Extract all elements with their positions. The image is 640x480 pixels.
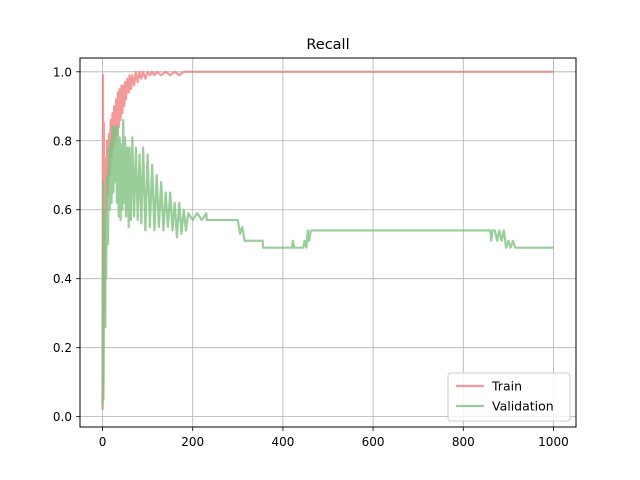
legend: Train Validation: [447, 372, 571, 422]
x-tick-label: 800: [452, 435, 475, 449]
legend-label-validation: Validation: [492, 399, 554, 414]
x-tick-label: 0: [99, 435, 107, 449]
legend-label-train: Train: [491, 379, 522, 394]
grid: [80, 58, 576, 427]
y-tick-label: 0.6: [53, 203, 72, 217]
x-tick-label: 600: [362, 435, 385, 449]
chart-title: Recall: [306, 37, 349, 53]
x-tick-label: 400: [271, 435, 294, 449]
x-axis: 0 200 400 600 800 1000: [99, 427, 569, 449]
series-line-train: [101, 70, 554, 410]
x-tick-label: 1000: [538, 435, 569, 449]
y-tick-label: 0.4: [53, 272, 72, 286]
x-tick-label: 200: [181, 435, 204, 449]
y-tick-label: 0.0: [53, 410, 72, 424]
series-layer: [101, 70, 554, 410]
plot-area-frame: [79, 57, 577, 428]
y-tick-label: 0.2: [53, 341, 72, 355]
y-tick-label: 1.0: [53, 65, 72, 79]
y-axis: 0.0 0.2 0.4 0.6 0.8 1.0: [53, 65, 80, 424]
series-line-validation: [101, 118, 554, 407]
y-tick-label: 0.8: [53, 134, 72, 148]
